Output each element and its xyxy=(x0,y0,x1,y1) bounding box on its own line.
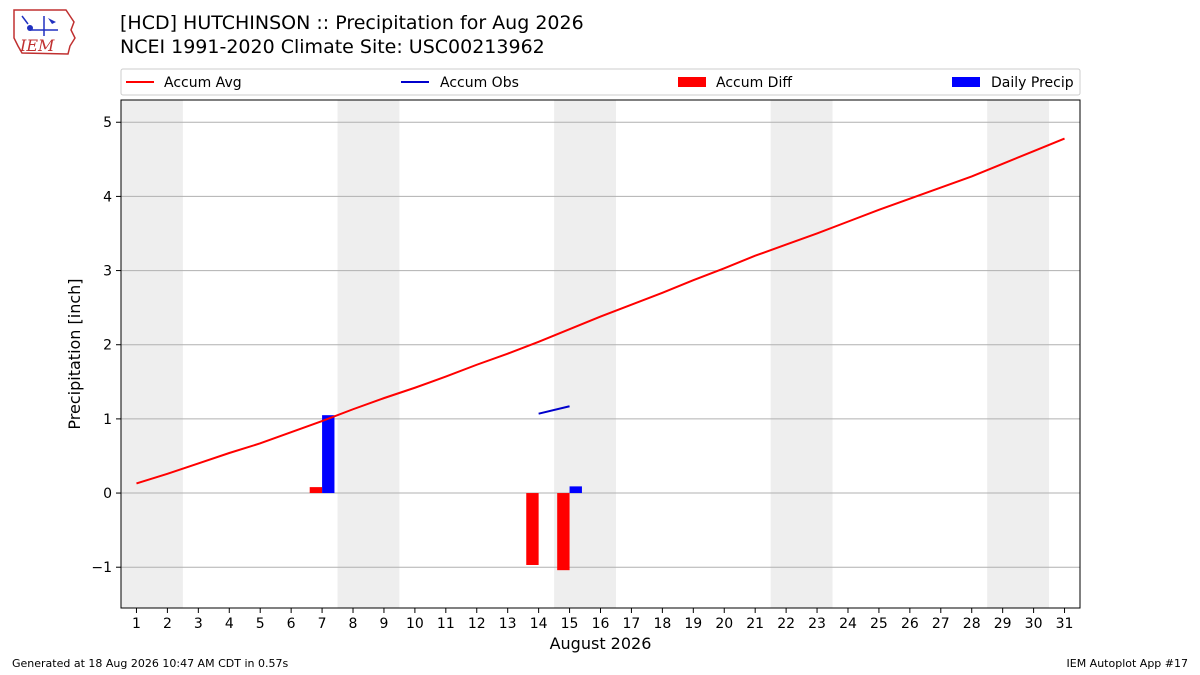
x-tick-label: 1 xyxy=(132,616,141,632)
x-tick-label: 31 xyxy=(1056,616,1074,632)
x-tick-label: 4 xyxy=(225,616,234,632)
logo-text: IEM xyxy=(19,36,55,55)
y-tick-label: 4 xyxy=(103,189,112,205)
chart-title: [HCD] HUTCHINSON :: Precipitation for Au… xyxy=(120,12,584,34)
x-tick-label: 7 xyxy=(318,616,327,632)
x-tick-label: 6 xyxy=(287,616,296,632)
x-tick-label: 21 xyxy=(746,616,764,632)
x-tick-label: 27 xyxy=(932,616,950,632)
iem-logo: IEM xyxy=(13,9,76,55)
y-tick-label: 5 xyxy=(103,115,112,131)
x-tick-label: 22 xyxy=(777,616,795,632)
legend-accum-obs-label: Accum Obs xyxy=(440,75,519,91)
y-tick-label: −1 xyxy=(91,560,112,576)
gridlines xyxy=(121,121,1080,568)
x-tick-label: 30 xyxy=(1025,616,1043,632)
daily-precip-bar xyxy=(569,486,582,494)
x-tick-label: 10 xyxy=(406,616,424,632)
weekend-band xyxy=(337,100,400,608)
bars xyxy=(309,415,582,571)
legend-box xyxy=(120,68,1081,96)
x-axis-label: August 2026 xyxy=(550,634,652,653)
weekend-band xyxy=(987,100,1050,608)
x-tick-label: 26 xyxy=(901,616,919,632)
weekend-band xyxy=(121,100,183,608)
y-axis-label: Precipitation [inch] xyxy=(65,278,84,429)
legend-daily-precip-swatch xyxy=(952,77,980,87)
weekend-shading xyxy=(121,100,1050,608)
weekend-band xyxy=(770,100,833,608)
x-tick-label: 17 xyxy=(623,616,641,632)
x-tick-label: 2 xyxy=(163,616,172,632)
x-tick-label: 16 xyxy=(592,616,610,632)
x-tick-label: 14 xyxy=(530,616,548,632)
legend: Accum Avg Accum Obs Accum Diff Daily Pre… xyxy=(120,68,1081,96)
x-tick-label: 3 xyxy=(194,616,203,632)
y-tick-label: 0 xyxy=(103,486,112,502)
x-axis-ticks: 1 2 3 4 5 6 7 8 9 10 11 12 13 14 15 16 17 18 19 20 21 22 23 24 2… xyxy=(132,608,1073,632)
accum-avg-line xyxy=(136,137,1065,485)
legend-accum-diff-swatch xyxy=(678,77,706,87)
legend-daily-precip-label: Daily Precip xyxy=(991,75,1074,91)
x-tick-label: 8 xyxy=(349,616,358,632)
app-credit: IEM Autoplot App #17 xyxy=(1066,657,1189,670)
y-tick-label: 3 xyxy=(103,264,112,280)
x-tick-label: 25 xyxy=(870,616,888,632)
x-tick-label: 9 xyxy=(379,616,388,632)
y-axis-ticks: −1 0 1 2 3 4 5 xyxy=(91,115,121,576)
accum-diff-bar xyxy=(526,493,539,565)
x-tick-label: 28 xyxy=(963,616,981,632)
x-tick-label: 15 xyxy=(561,616,579,632)
x-tick-label: 11 xyxy=(437,616,455,632)
generated-timestamp: Generated at 18 Aug 2026 10:47 AM CDT in… xyxy=(12,657,289,670)
x-tick-label: 29 xyxy=(994,616,1012,632)
y-tick-label: 1 xyxy=(103,412,112,428)
x-tick-label: 23 xyxy=(808,616,826,632)
y-tick-label: 2 xyxy=(103,338,112,354)
x-tick-label: 12 xyxy=(468,616,486,632)
lines xyxy=(136,137,1065,485)
legend-accum-diff-label: Accum Diff xyxy=(716,75,792,91)
x-tick-label: 19 xyxy=(684,616,702,632)
accum-obs-line xyxy=(538,405,570,415)
x-tick-label: 20 xyxy=(715,616,733,632)
daily-precip-bar xyxy=(322,415,335,494)
accum-diff-bar xyxy=(557,493,570,571)
chart-subtitle: NCEI 1991-2020 Climate Site: USC00213962 xyxy=(120,36,545,58)
x-tick-label: 24 xyxy=(839,616,857,632)
x-tick-label: 18 xyxy=(653,616,671,632)
x-tick-label: 5 xyxy=(256,616,265,632)
x-tick-label: 13 xyxy=(499,616,517,632)
legend-accum-avg-label: Accum Avg xyxy=(164,75,242,91)
accum-diff-bar xyxy=(309,487,323,494)
